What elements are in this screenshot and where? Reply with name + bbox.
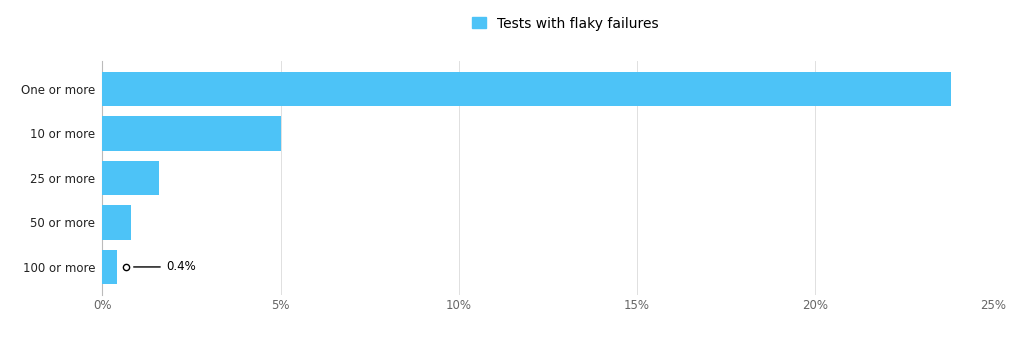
Bar	[102, 205, 131, 240]
Legend: Tests with flaky failures: Tests with flaky failures	[472, 17, 659, 31]
Bar	[102, 116, 281, 151]
Bar	[102, 250, 117, 284]
Bar	[102, 72, 950, 106]
Text: 0.4%: 0.4%	[167, 260, 197, 274]
Bar	[102, 161, 160, 195]
